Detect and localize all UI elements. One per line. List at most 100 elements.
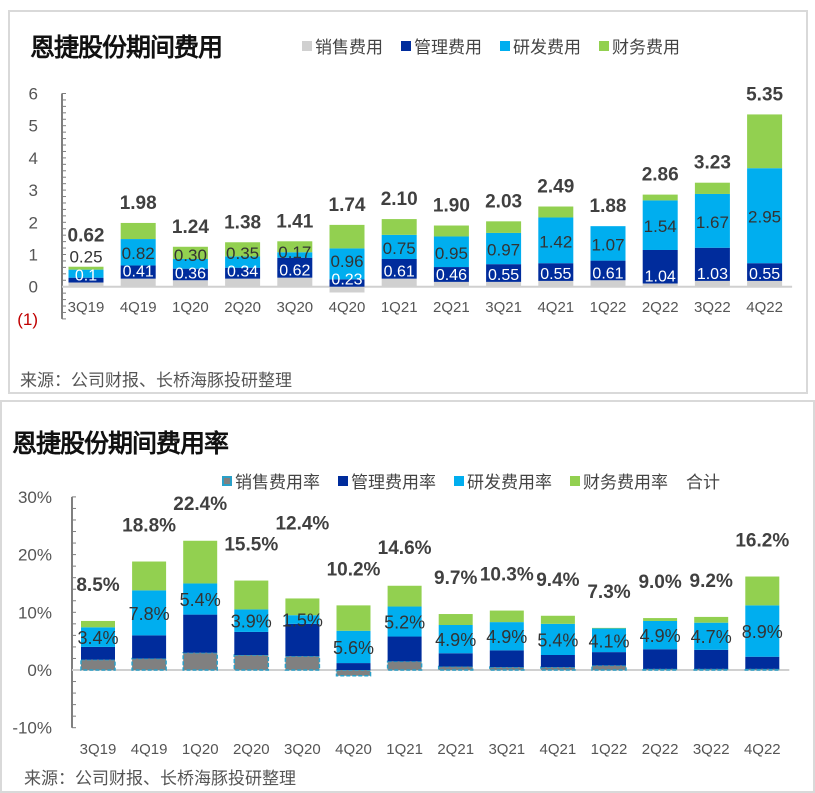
x-tick-label: 1Q22	[591, 741, 628, 758]
legend-item-total: 合计	[686, 468, 720, 493]
bar-segment-sales	[591, 664, 627, 671]
total-data-label: 12.4%	[275, 513, 329, 534]
bar-segment-rd	[433, 236, 469, 268]
bar-segment-admin	[68, 277, 104, 283]
x-tick-label: 4Q19	[120, 299, 157, 316]
x-tick-label: 3Q19	[80, 741, 117, 758]
total-data-label: 18.8%	[122, 516, 176, 537]
legend-swatch	[302, 40, 312, 51]
total-data-label: 2.03	[485, 191, 522, 212]
bar-segment-sales	[642, 668, 678, 671]
rd-data-label: 5.6%	[333, 638, 374, 658]
bar-segment-sales	[120, 278, 156, 287]
bar-segment-admin	[438, 653, 473, 667]
bar-segment-finance	[277, 241, 313, 253]
bar-segment-finance	[183, 540, 218, 584]
bar-segment-sales	[747, 280, 783, 287]
bar-segment-finance	[486, 221, 522, 233]
bar-segment-sales	[540, 666, 576, 671]
legend-item-admin: 管理费用	[401, 33, 482, 58]
bar-segment-sales	[284, 655, 321, 671]
x-tick-label: 2Q22	[642, 299, 679, 316]
bar-segment-sales	[335, 669, 372, 677]
total-data-label: 1.41	[276, 211, 313, 232]
y-tick-label: 30%	[18, 488, 52, 507]
x-tick-label: 1Q21	[386, 741, 423, 758]
x-tick-label: 3Q22	[694, 299, 731, 316]
y-tick-label: -10%	[12, 719, 52, 738]
legend-label: 财务费用	[612, 38, 680, 57]
total-data-label: 7.3%	[587, 582, 630, 603]
legend-swatch	[500, 40, 510, 51]
bar-segment-rd	[592, 628, 626, 653]
legend-item-rd: 研发费用率	[454, 468, 552, 493]
x-tick-label: 1Q20	[182, 741, 219, 758]
bar-segment-sales	[590, 280, 626, 287]
bar-segment-finance	[285, 598, 320, 616]
bar-segment-rd	[745, 605, 780, 657]
y-tick-label: (1)	[17, 310, 38, 329]
y-tick-label: 4	[29, 149, 38, 168]
admin-data-label: 0.34	[227, 264, 258, 281]
bar-segment-admin	[381, 259, 417, 279]
source-note: 来源：公司财报、长桥海豚投研整理	[20, 371, 292, 390]
rd-data-label: 1.5%	[282, 611, 323, 631]
total-data-label: 10.3%	[480, 565, 534, 586]
bar-segment-sales	[172, 280, 208, 287]
total-data-label: 1.24	[172, 217, 209, 238]
rd-data-label: 4.1%	[588, 631, 629, 651]
legend-item-sales: 销售费用	[302, 33, 383, 58]
bar-segment-finance	[68, 266, 104, 270]
legend-label: 销售费用	[315, 38, 383, 57]
bar-segment-rd	[285, 615, 320, 624]
bar-segment-sales	[433, 281, 469, 287]
x-tick-label: 1Q21	[381, 299, 418, 316]
bar-segment-sales	[381, 278, 417, 287]
total-data-label: 1.38	[224, 212, 261, 233]
y-tick-label: 5	[29, 117, 38, 136]
x-tick-label: 1Q20	[172, 299, 209, 316]
bar-segment-rd	[590, 226, 626, 261]
bar-segment-finance	[234, 580, 269, 610]
bar-segment-finance	[433, 225, 469, 237]
x-tick-label: 3Q20	[276, 299, 313, 316]
bar-segment-rd	[277, 252, 313, 258]
bar-segment-admin	[489, 650, 524, 668]
rd-data-label: 0.75	[383, 239, 416, 258]
total-data-label: 14.6%	[378, 538, 432, 559]
bar-segment-admin	[234, 631, 269, 655]
bar-segment-rd	[68, 269, 104, 278]
legend-item-admin: 管理费用率	[338, 468, 436, 493]
rd-data-label: 5.4%	[180, 590, 221, 610]
admin-data-label: 0.61	[592, 265, 623, 282]
bar-segment-finance	[336, 605, 371, 631]
bar-segment-rd	[642, 200, 678, 250]
bar-segment-rd	[747, 168, 783, 264]
x-tick-label: 3Q22	[693, 741, 730, 758]
admin-data-label: 0.62	[279, 263, 310, 280]
total-data-label: 16.2%	[735, 531, 789, 552]
bar-segment-admin	[694, 247, 730, 281]
bar-segment-admin	[642, 249, 678, 284]
rd-data-label: 4.9%	[435, 630, 476, 650]
total-data-label: 10.2%	[327, 559, 381, 580]
legend-label: 管理费用率	[351, 473, 436, 492]
rd-data-label: 5.2%	[384, 613, 425, 633]
x-tick-label: 2Q21	[433, 299, 470, 316]
total-data-label: 22.4%	[173, 494, 227, 515]
y-tick-label: 6	[29, 85, 38, 104]
y-tick-label: 0%	[27, 661, 52, 680]
legend-swatch	[454, 475, 464, 486]
rd-data-label: 8.9%	[742, 622, 783, 642]
bar-segment-rd	[381, 234, 417, 260]
bar-segment-finance	[387, 585, 422, 607]
bar-segment-sales	[694, 280, 730, 287]
y-tick-label: 1	[29, 246, 38, 265]
bar-segment-rd	[438, 624, 473, 654]
rd-data-label: 4.7%	[691, 627, 732, 647]
bar-segment-admin	[120, 265, 156, 279]
x-tick-label: 1Q22	[590, 299, 627, 316]
rd-data-label: 0.96	[330, 252, 363, 271]
bar-segment-sales	[182, 651, 218, 671]
bar-segment-rd	[120, 239, 156, 266]
